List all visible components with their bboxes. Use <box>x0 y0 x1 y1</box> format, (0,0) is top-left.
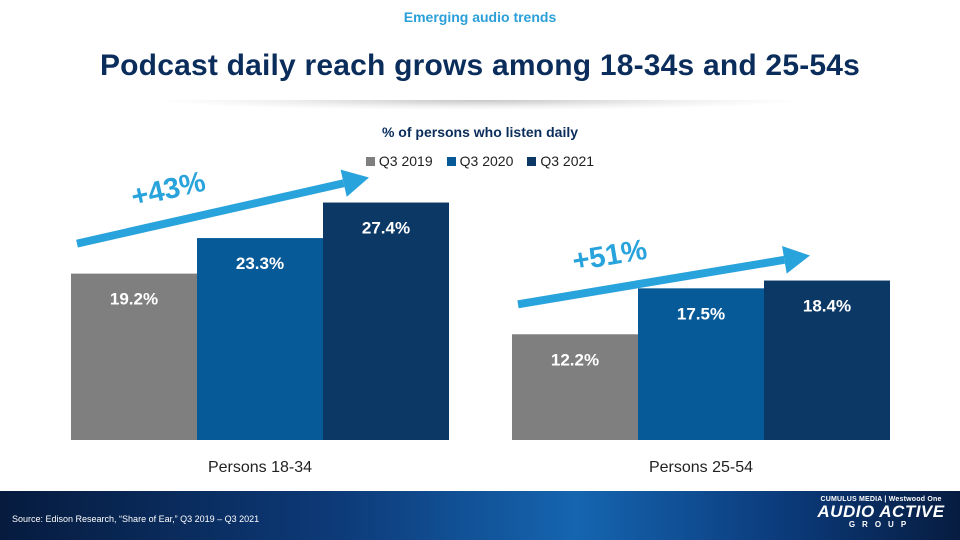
category-label: Persons 25-54 <box>649 459 753 476</box>
legend-item-q3-2021: Q3 2021 <box>527 153 594 169</box>
page-title: Podcast daily reach grows among 18-34s a… <box>99 49 861 82</box>
kicker: Emerging audio trends <box>403 9 557 25</box>
title-shadow <box>160 100 800 110</box>
bar <box>764 280 890 440</box>
source-note: Source: Edison Research, “Share of Ear,”… <box>12 514 260 524</box>
growth-annotation: +51% <box>570 234 649 278</box>
data-label: 12.2% <box>551 350 599 369</box>
data-label: 23.3% <box>236 254 284 273</box>
growth-arrow-head <box>340 169 369 197</box>
bar <box>638 288 764 440</box>
bar <box>71 273 197 440</box>
logo-main-text: AUDIO ACTIVE <box>817 502 945 521</box>
legend-item-q3-2019: Q3 2019 <box>365 153 433 169</box>
growth-annotation: +43% <box>128 166 208 214</box>
legend-swatch <box>527 156 537 166</box>
growth-arrow-shaft <box>517 255 786 309</box>
bar <box>323 202 449 440</box>
logo-sub-text: GROUP <box>848 520 914 529</box>
category-label: Persons 18-34 <box>208 459 312 476</box>
data-label: 27.4% <box>362 219 410 238</box>
bar <box>197 238 323 440</box>
chart-title: % of persons who listen daily <box>381 124 579 140</box>
growth-arrow-shaft <box>76 179 345 248</box>
legend-swatch <box>446 156 456 166</box>
growth-arrow-head <box>782 246 810 274</box>
legend-item-q3-2020: Q3 2020 <box>446 153 514 169</box>
data-label: 19.2% <box>110 290 158 309</box>
data-label: 18.4% <box>803 297 851 316</box>
bar <box>512 334 638 440</box>
audio-active-group-logo: CUMULUS MEDIA | Westwood One AUDIO ACTIV… <box>816 496 946 536</box>
legend-swatch <box>365 156 375 166</box>
logo-top-text: CUMULUS MEDIA | Westwood One <box>820 496 942 503</box>
legend-label: Q3 2020 <box>459 153 514 169</box>
legend-label: Q3 2021 <box>540 153 595 169</box>
legend-label: Q3 2019 <box>378 153 433 169</box>
footer-bar <box>0 491 960 540</box>
chart-legend: Q3 2019 Q3 2020 Q3 2021 <box>0 153 960 169</box>
data-label: 17.5% <box>677 304 725 323</box>
